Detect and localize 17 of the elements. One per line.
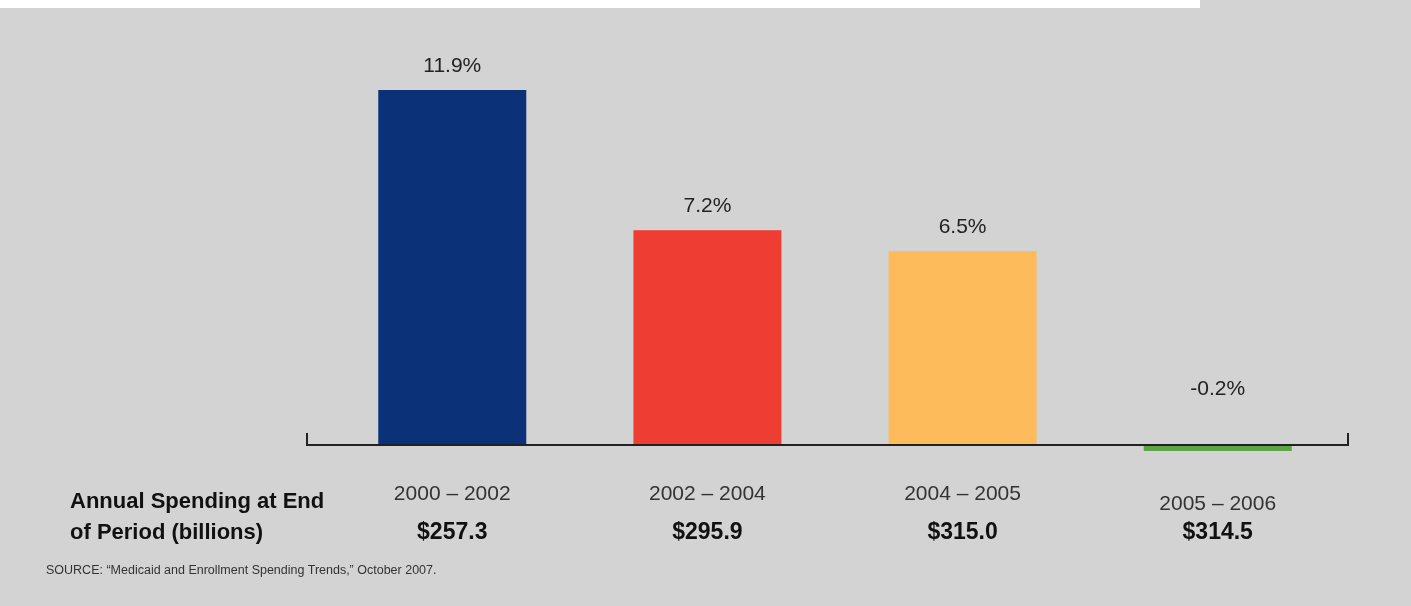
text: $257.3 xyxy=(417,518,488,544)
x-tick-label: 2005 – 2006 xyxy=(1159,491,1277,514)
data-label: 11.9% xyxy=(423,53,482,76)
bar xyxy=(888,251,1037,445)
x-tick-label: 2002 – 2004 xyxy=(649,481,767,504)
source-note: SOURCE: “Medicaid and Enrollment Spending Trends,” October 2007. xyxy=(46,563,437,577)
bar xyxy=(378,90,527,445)
data-label: -0.2% xyxy=(1190,376,1246,399)
text: $315.0 xyxy=(927,518,998,544)
text: $314.5 xyxy=(1182,518,1254,544)
text: Annual Spending at End of Period (billions) xyxy=(70,488,325,544)
data-label: 7.2% xyxy=(683,193,732,217)
text: $295.9 xyxy=(672,518,743,544)
x-tick-label: 2004 – 2005 xyxy=(904,481,1021,504)
data-label: 6.5% xyxy=(938,214,987,238)
bar xyxy=(633,230,782,445)
x-tick-label: 2000 – 2002 xyxy=(393,481,511,504)
